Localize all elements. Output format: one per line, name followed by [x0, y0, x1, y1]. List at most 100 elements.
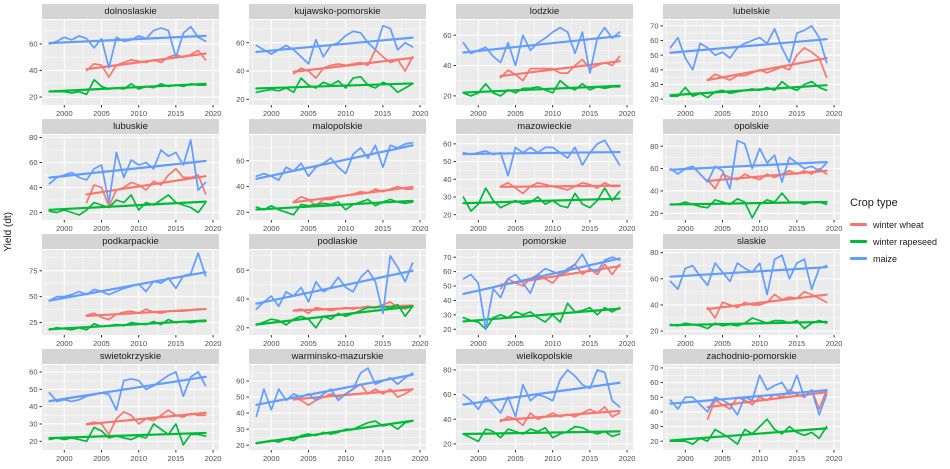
legend-item-maize: maize	[850, 250, 950, 267]
y-tick-label: 20	[236, 208, 244, 217]
facet-plot: 20 30 40 50 60 70 2000 2005 2010 2015 2020	[443, 250, 636, 348]
maize-line	[462, 26, 621, 74]
x-tick-label: 2020	[826, 454, 843, 463]
winter-wheat-trend-line	[292, 56, 414, 73]
y-tick-label: 40	[236, 67, 244, 76]
x-tick-label: 2020	[619, 339, 636, 348]
x-tick-label: 2005	[507, 109, 524, 118]
x-tick-label: 2005	[507, 224, 524, 233]
gridlines	[456, 135, 633, 220]
axis-ticks: 20 30 40 50 60 70 2000 2005 2010 2015 2020	[650, 364, 842, 463]
maize-trend-line	[669, 266, 828, 278]
y-tick-label: 70	[443, 253, 451, 262]
x-tick-label: 2005	[300, 454, 317, 463]
x-tick-label: 2010	[337, 109, 354, 118]
winter-rapeseed-trend-line	[669, 320, 828, 327]
y-tick-label: 60	[236, 377, 244, 386]
x-tick-label: 2020	[412, 454, 429, 463]
winter-wheat-trend-line	[85, 307, 207, 318]
winter-wheat-trend-line	[292, 185, 414, 204]
y-tick-label: 30	[443, 310, 451, 319]
y-tick-label: 30	[443, 193, 451, 202]
facet-mazowieckie: mazowieckie 20 30 40 50 60 2000 2005 2010 2015 202…	[430, 119, 637, 234]
facet-title: swietokrzyskie	[42, 349, 219, 364]
facet-title: lubuskie	[42, 119, 219, 134]
maize-trend-line	[462, 34, 621, 54]
axis-ticks: 20 40 60 80 2000 2005 2010 2015 2020	[443, 366, 635, 463]
facet-plot: 20 40 60 80 2000 2005 2010 2015 2020	[650, 135, 843, 233]
legend-item-label: winter wheat	[873, 219, 924, 230]
facet-podlaskie: podlaskie 20 40 60 2000 2005 2010 2015 2020	[223, 234, 430, 349]
y-tick-label: 20	[236, 95, 244, 104]
y-tick-label: 60	[650, 378, 658, 387]
facet-title: kujawsko-pomorskie	[249, 4, 426, 19]
y-tick-label: 20	[29, 93, 37, 102]
winter-rapeseed-line-swatch-icon	[850, 240, 867, 243]
maize-trend-line	[255, 269, 414, 305]
winter-wheat-trend-line	[706, 169, 828, 183]
x-tick-label: 2020	[619, 109, 636, 118]
winter-wheat-trend-line	[499, 409, 621, 422]
y-tick-label: 75	[29, 266, 37, 275]
x-tick-label: 2020	[826, 224, 843, 233]
maize-trend-line	[462, 150, 621, 156]
winter-rapeseed-trend-line	[48, 82, 207, 93]
axis-ticks: 20 40 60 2000 2005 2010 2015 2020	[443, 31, 635, 118]
x-tick-label: 2010	[130, 224, 147, 233]
legend-item-winter-rapeseed: winter rapeseed	[850, 233, 950, 250]
x-tick-label: 2000	[263, 224, 280, 233]
legend-item-label: maize	[873, 253, 898, 264]
y-tick-label: 40	[650, 187, 658, 196]
facet-dolnoslaskie: dolnoslaskie 20 40 60 2000 2005 2010 2015 2020	[16, 4, 223, 119]
x-tick-label: 2000	[263, 109, 280, 118]
y-axis-title: Yield (dt)	[2, 212, 14, 252]
legend-title: Crop type	[850, 197, 898, 209]
x-tick-label: 2015	[168, 109, 185, 118]
y-tick-label: 60	[443, 31, 451, 40]
winter-wheat-line	[85, 167, 207, 208]
y-tick-label: 60	[443, 267, 451, 276]
facet-warminsko-mazurskie: warminsko-mazurskie 20 30 40 50 60 2000 2005 201…	[223, 349, 430, 464]
winter-rapeseed-trend-line	[462, 430, 621, 436]
maize-trend-line	[669, 160, 828, 171]
x-tick-label: 2000	[56, 339, 73, 348]
y-tick-label: 40	[236, 295, 244, 304]
x-tick-label: 2020	[412, 109, 429, 118]
y-tick-label: 40	[29, 66, 37, 75]
y-tick-label: 20	[236, 441, 244, 450]
y-tick-label: 50	[650, 393, 658, 402]
y-tick-label: 20	[443, 91, 451, 100]
x-tick-label: 2010	[337, 224, 354, 233]
y-tick-label: 40	[236, 182, 244, 191]
x-tick-label: 2015	[789, 454, 806, 463]
winter-rapeseed-trend-line	[255, 82, 414, 90]
y-tick-label: 40	[443, 61, 451, 70]
x-tick-label: 2010	[544, 109, 561, 118]
facet-plot: 20 30 40 50 60 70 2000 2005 2010 2015 2020	[650, 20, 842, 118]
x-tick-label: 2000	[470, 109, 487, 118]
y-tick-label: 80	[650, 249, 658, 257]
x-tick-label: 2015	[168, 339, 185, 348]
y-tick-label: 60	[29, 158, 37, 167]
x-tick-label: 2000	[263, 454, 280, 463]
facet-plot: 20 30 40 50 60 2000 2005 2010 2015 2020	[236, 365, 429, 463]
y-tick-label: 60	[29, 368, 37, 377]
x-tick-label: 2010	[751, 339, 768, 348]
winter-rapeseed-trend-line	[255, 419, 414, 445]
y-tick-label: 60	[236, 38, 244, 47]
legend: Crop type winter wheat winter rapeseed m…	[844, 0, 950, 464]
facet-plot: 20 40 60 80 2000 2005 2010 2015 2020	[29, 133, 221, 233]
x-tick-label: 2020	[619, 454, 636, 463]
x-tick-label: 2005	[714, 454, 731, 463]
axis-ticks: 20 30 40 50 60 2000 2005 2010 2015 2020	[443, 139, 635, 233]
x-tick-label: 2005	[93, 109, 110, 118]
x-tick-label: 2005	[714, 224, 731, 233]
facet-grid: dolnoslaskie 20 40 60 2000 2005 2010 2015 2020 ku…	[16, 0, 844, 464]
x-tick-label: 2015	[582, 224, 599, 233]
winter-rapeseed-trend-line	[669, 427, 828, 442]
winter-wheat-line-swatch-icon	[850, 223, 867, 226]
x-tick-label: 2000	[470, 224, 487, 233]
facet-title: wielkopolskie	[456, 349, 633, 364]
y-tick-label: 40	[29, 183, 37, 192]
y-tick-label: 20	[29, 437, 37, 446]
